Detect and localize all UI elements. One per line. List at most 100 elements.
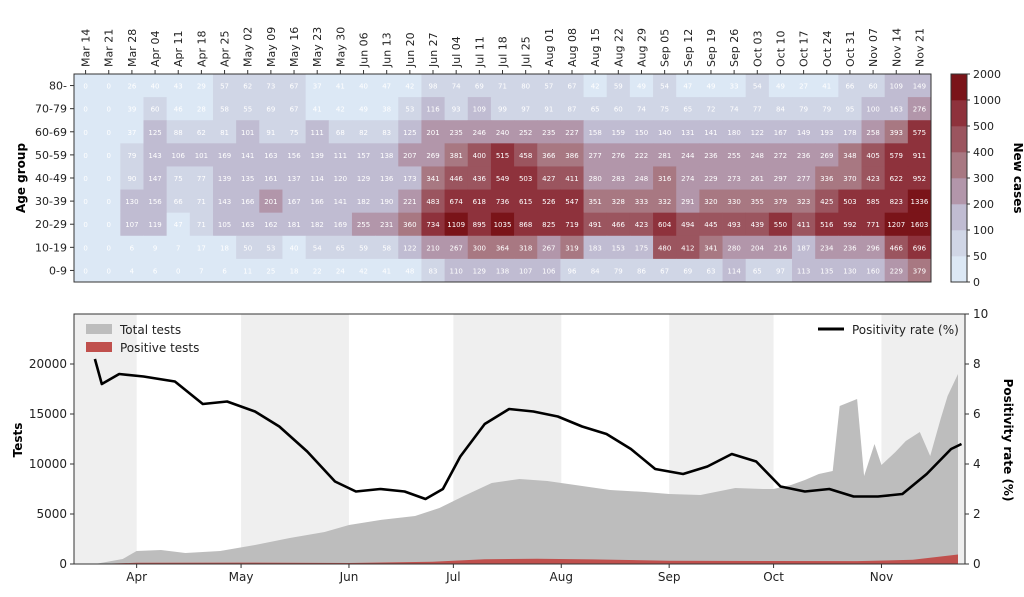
heatmap-cell-value: 67	[290, 106, 299, 114]
heatmap-cell-value: 77	[753, 106, 762, 114]
heatmap-cell	[537, 143, 561, 167]
heatmap-cell	[212, 258, 237, 283]
heatmap-cell-value: 734	[426, 221, 440, 229]
heatmap-cell-value: 41	[313, 106, 322, 114]
month-tick-label: May	[229, 570, 254, 584]
heatmap-cell-value: 38	[382, 106, 391, 114]
heatmap-cell-value: 550	[774, 221, 787, 229]
heatmap-cell-value: 82	[359, 129, 368, 137]
heatmap-cell	[560, 74, 584, 98]
heatmap-cell-value: 193	[820, 129, 833, 137]
heatmap-cell-value: 111	[311, 129, 324, 137]
legend-positive-label: Positive tests	[120, 341, 199, 355]
week-tick-label: Oct 03	[751, 30, 764, 67]
heatmap-cell	[699, 235, 723, 260]
heatmap-cell	[305, 258, 330, 283]
positivity-tick-label: 6	[973, 407, 981, 421]
heatmap-cell-value: 868	[519, 221, 532, 229]
heatmap-cell-value: 261	[751, 175, 764, 183]
heatmap-cell-value: 80	[521, 83, 530, 91]
heatmap-cell	[699, 74, 723, 98]
heatmap-cell	[143, 143, 168, 167]
heatmap-cell	[583, 212, 608, 237]
heatmap-cell-value: 280	[727, 244, 740, 252]
heatmap-cell	[212, 74, 237, 98]
week-tick-label: Apr 04	[149, 30, 162, 67]
heatmap-cell	[259, 235, 283, 260]
heatmap-cell-value: 53	[266, 244, 275, 252]
heatmap-cell-value: 167	[774, 129, 787, 137]
heatmap-cell	[97, 97, 121, 121]
heatmap-cell-value: 65	[591, 106, 600, 114]
heatmap-cell-value: 129	[473, 267, 486, 275]
heatmap-cell	[838, 166, 862, 190]
heatmap-cell	[375, 120, 399, 144]
heatmap-cell	[398, 189, 422, 214]
heatmap-cell-value: 412	[681, 244, 694, 252]
heatmap-cell-value: 47	[683, 83, 692, 91]
heatmap-cell	[861, 143, 886, 167]
heatmap-cell-value: 0	[83, 244, 87, 252]
heatmap-cell	[467, 74, 492, 98]
heatmap-cell	[259, 258, 283, 283]
heatmap-cell-value: 231	[380, 221, 393, 229]
heatmap-cell-value: 823	[890, 198, 903, 206]
heatmap-cell-value: 736	[496, 198, 510, 206]
heatmap-cell	[606, 258, 631, 283]
heatmap-cell	[398, 166, 422, 190]
heatmap-cell-value: 62	[197, 129, 206, 137]
colorbar-segment	[951, 126, 967, 153]
heatmap-cell	[792, 143, 816, 167]
heatmap-cell	[74, 143, 98, 167]
heatmap-cell	[560, 189, 584, 214]
heatmap-cell-value: 618	[473, 198, 486, 206]
heatmap-cell	[328, 143, 353, 167]
heatmap-cell	[699, 258, 723, 283]
week-tick-label: Jun 27	[427, 32, 440, 68]
heatmap-cell	[189, 97, 214, 121]
week-tick-label: Aug 08	[566, 28, 579, 67]
colorbar-segment	[951, 230, 967, 257]
heatmap-cell	[97, 120, 121, 144]
heatmap-cell	[537, 189, 561, 214]
heatmap-cell-value: 156	[287, 152, 301, 160]
heatmap-cell	[282, 97, 307, 121]
heatmap-cell	[768, 212, 793, 237]
age-tick-label: 30-39	[35, 195, 67, 208]
heatmap-cell-value: 114	[311, 175, 325, 183]
heatmap-cell-value: 75	[174, 175, 183, 183]
heatmap-cell-value: 67	[660, 267, 669, 275]
week-tick-label: Jun 20	[404, 32, 417, 68]
week-tick-label: Jul 18	[497, 36, 510, 68]
heatmap-cell-value: 37	[313, 83, 322, 91]
heatmap-cell-value: 138	[496, 267, 509, 275]
age-tick-label: 60-69	[35, 126, 67, 139]
heatmap-cell	[907, 74, 932, 98]
heatmap-cell	[629, 235, 654, 260]
heatmap-cell	[189, 120, 214, 144]
heatmap-cell	[189, 258, 214, 283]
heatmap-cell-value: 37	[127, 129, 136, 137]
heatmap-cell-value: 173	[403, 175, 416, 183]
heatmap-cell-value: 74	[730, 106, 739, 114]
heatmap-cell-value: 79	[822, 106, 831, 114]
heatmap-cell	[490, 189, 515, 214]
heatmap-cell	[328, 166, 353, 190]
heatmap-cell-value: 332	[658, 198, 671, 206]
heatmap-cell-value: 84	[776, 106, 785, 114]
heatmap-cell-value: 0	[83, 198, 87, 206]
heatmap-cell	[490, 143, 515, 167]
heatmap-cell-value: 90	[127, 175, 136, 183]
heatmap-cell-value: 101	[241, 129, 254, 137]
heatmap-cell	[120, 189, 144, 214]
week-tick-label: Jul 04	[450, 36, 463, 68]
heatmap-cell	[838, 258, 862, 283]
heatmap-cell-value: 0	[83, 129, 87, 137]
week-tick-label: Nov 14	[890, 28, 903, 67]
heatmap-cell	[398, 258, 422, 283]
heatmap-cell-value: 41	[336, 83, 345, 91]
age-tick-label: 40-49	[35, 172, 67, 185]
heatmap-cell-value: 74	[452, 83, 461, 91]
heatmap-cell	[745, 189, 770, 214]
heatmap-cell	[120, 258, 144, 283]
